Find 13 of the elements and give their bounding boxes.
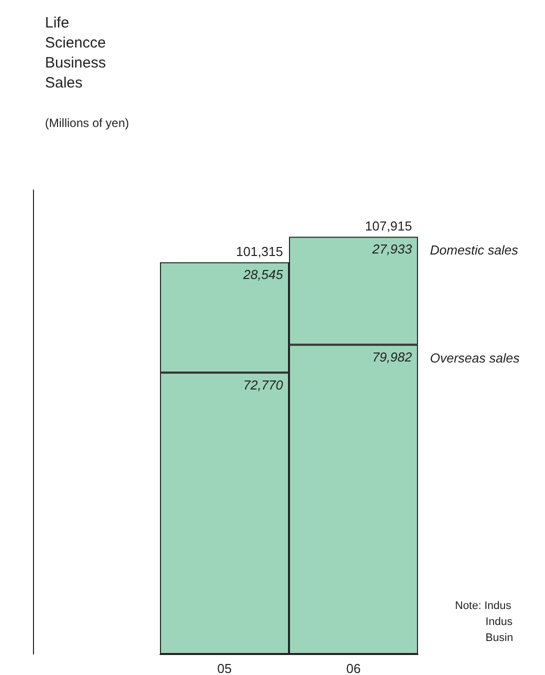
data-label: 28,545 bbox=[242, 267, 284, 282]
x-tick-label: 05 bbox=[217, 661, 232, 675]
data-label: 72,770 bbox=[243, 378, 284, 393]
chart-title: Life Sciencce Business Sales bbox=[45, 14, 106, 92]
total-label: 101,315 bbox=[236, 244, 283, 260]
total-label: 107,915 bbox=[365, 218, 412, 234]
series-label: Domestic sales bbox=[430, 242, 519, 258]
x-tick-label: 06 bbox=[346, 661, 361, 675]
chart-subtitle: (Millions of yen) bbox=[45, 116, 130, 130]
data-label: 79,982 bbox=[372, 350, 413, 365]
data-label: 27,933 bbox=[371, 242, 413, 257]
series-label: Overseas sales bbox=[430, 350, 520, 366]
text: Note: Indus Indus Busin bbox=[455, 600, 514, 644]
